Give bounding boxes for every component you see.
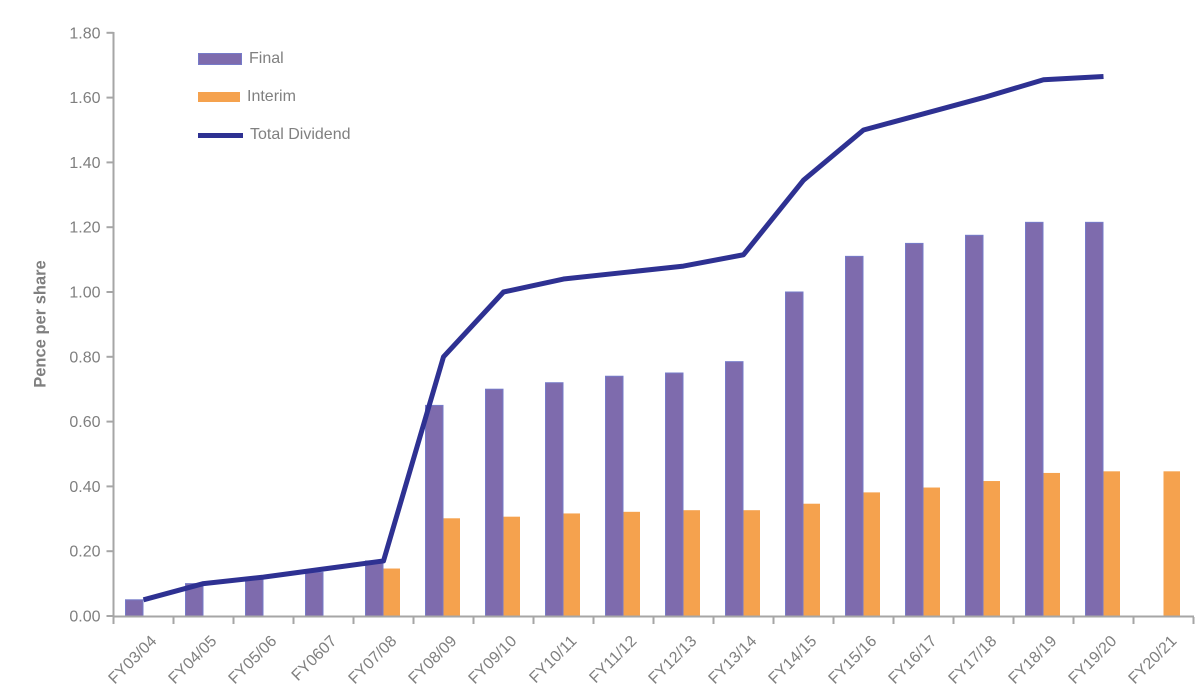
interim-bar-FY08/09 [443,518,460,617]
y-tick-label: 1.40 [69,155,100,172]
legend-item-total-dividend: Total Dividend [198,126,351,143]
interim-bar-FY14/15 [803,503,820,617]
interim-bar-FY07/08 [383,568,400,617]
final-bar-FY10/11 [545,382,564,617]
x-tick-label-FY15/16: FY15/16 [826,633,881,688]
y-tick-label: 1.60 [69,90,100,107]
x-tick-label-FY16/17: FY16/17 [886,633,941,688]
chart-legend: Final Interim Total Dividend [198,50,351,168]
final-bar-FY14/15 [785,291,804,617]
final-bar-FY09/10 [485,388,504,617]
y-tick-label: 0.20 [69,544,100,561]
total-dividend-legend-label: Total Dividend [250,126,351,143]
final-bar-FY18/19 [1025,221,1044,617]
y-axis-title: Pence per share [31,260,50,388]
x-tick-label-FY17/18: FY17/18 [946,633,1001,688]
interim-bar-FY20/21 [1163,471,1180,617]
x-tick-label-FY20/21: FY20/21 [1126,633,1181,688]
x-tick-label-FY18/19: FY18/19 [1006,633,1061,688]
interim-bar-FY15/16 [863,492,880,617]
x-tick-label-FY03/04: FY03/04 [106,633,161,688]
y-tick-label: 1.80 [69,25,100,42]
x-tick-label-FY12/13: FY12/13 [646,633,701,688]
x-tick-label-FY04/05: FY04/05 [166,633,221,688]
x-tick-label-FY11/12: FY11/12 [586,633,640,687]
x-tick-label-FY14/15: FY14/15 [766,633,821,688]
x-tick-label-FY13/14: FY13/14 [706,633,761,688]
y-tick-label: 0.40 [69,479,100,496]
x-tick-label-FY0607: FY0607 [289,633,341,685]
interim-bar-FY09/10 [503,516,520,617]
interim-bar-FY13/14 [743,510,760,617]
final-bar-FY17/18 [965,234,984,617]
final-bar-FY05/06 [245,578,264,617]
y-tick-label: 1.20 [69,220,100,237]
x-tick-label-FY08/09: FY08/09 [406,633,461,688]
interim-bar-FY10/11 [563,513,580,617]
y-tick-label: 1.00 [69,285,100,302]
y-tick-label: 0.80 [69,349,100,366]
x-tick-label-FY07/08: FY07/08 [346,633,401,688]
interim-bar-FY16/17 [923,487,940,617]
interim-legend-swatch [198,92,240,102]
x-tick-label-FY19/20: FY19/20 [1066,633,1121,688]
total-dividend-legend-swatch [198,132,243,138]
final-bar-FY16/17 [905,242,924,617]
final-legend-swatch [198,53,242,65]
interim-bar-FY19/20 [1103,471,1120,617]
y-tick-label: 0.60 [69,414,100,431]
final-legend-label: Final [249,50,284,67]
final-bar-FY19/20 [1085,221,1104,617]
final-bar-FY0607 [305,571,324,617]
interim-bar-FY12/13 [683,510,700,617]
final-bar-FY08/09 [425,404,444,617]
interim-bar-FY17/18 [983,481,1000,617]
legend-item-final: Final [198,50,351,67]
x-tick-label-FY10/11: FY10/11 [526,633,580,687]
final-bar-FY07/08 [365,560,384,617]
interim-legend-label: Interim [247,88,296,105]
x-tick-label-FY09/10: FY09/10 [466,633,521,688]
final-bar-FY15/16 [845,255,864,617]
total-dividend-line [142,74,1104,603]
interim-bar-FY11/12 [623,511,640,617]
y-tick-label: 0.00 [69,609,100,626]
x-tick-label-FY05/06: FY05/06 [226,633,281,688]
final-bar-FY03/04 [125,599,144,617]
final-bar-FY11/12 [605,375,624,617]
final-bar-FY12/13 [665,372,684,617]
legend-item-interim: Interim [198,88,351,105]
interim-bar-FY18/19 [1043,472,1060,617]
final-bar-FY13/14 [725,361,744,617]
